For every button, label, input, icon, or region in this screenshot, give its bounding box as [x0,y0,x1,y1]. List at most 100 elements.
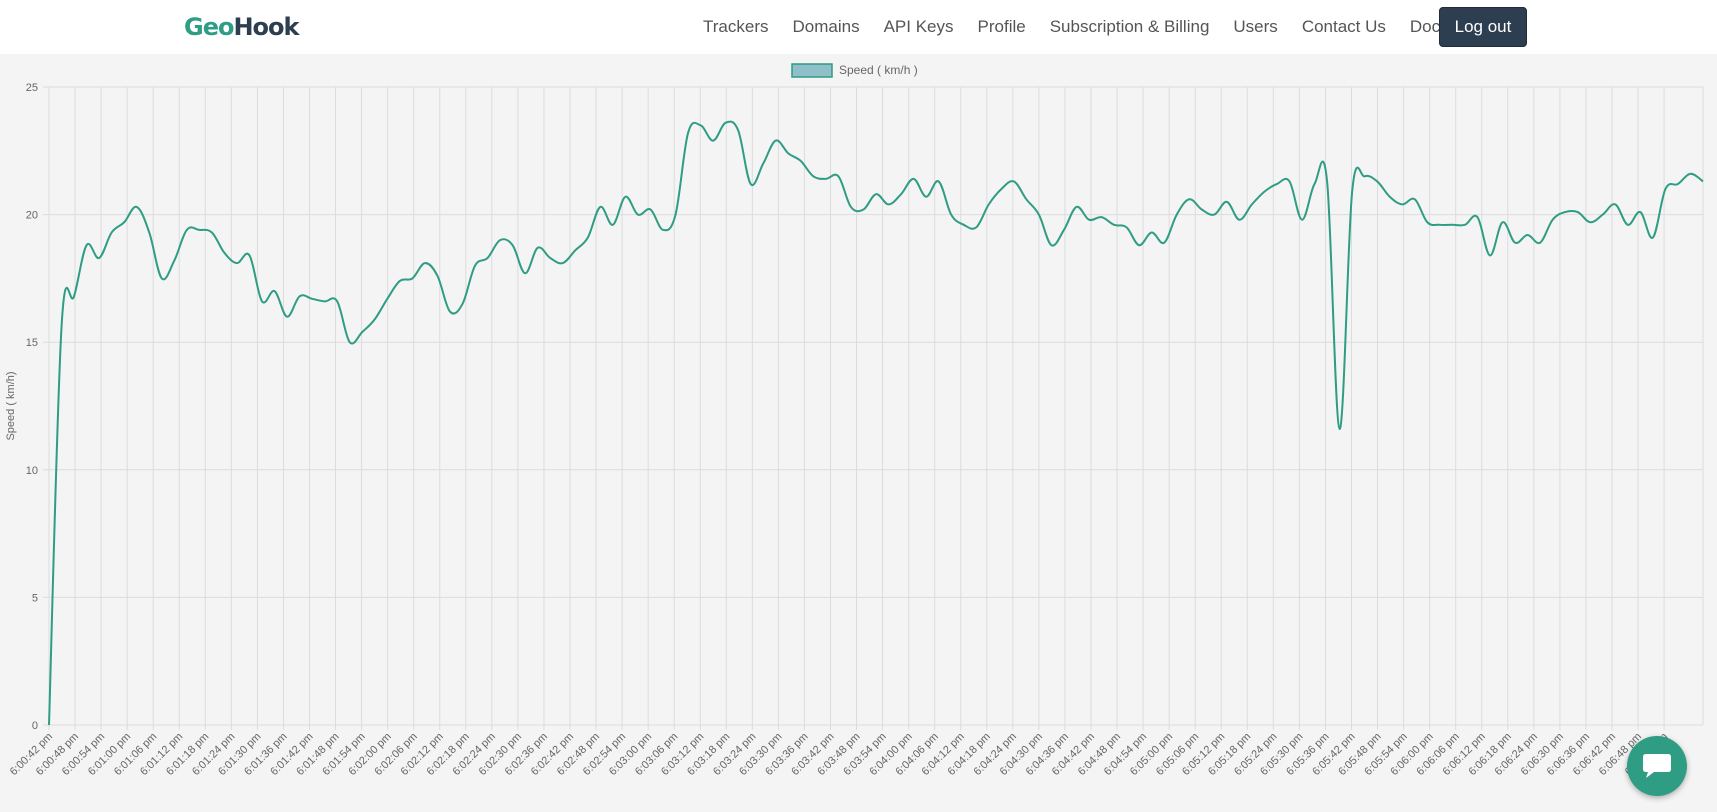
y-tick-label: 5 [32,592,38,604]
data-point [323,299,327,303]
y-tick-label: 25 [26,82,38,94]
data-point [247,253,251,257]
chat-button[interactable] [1627,736,1687,796]
data-point [1125,225,1129,229]
data-point [1037,213,1041,217]
data-point [197,228,201,232]
data-point [398,279,402,283]
data-point [648,207,652,211]
chat-bubble-icon [1643,754,1671,778]
data-point [1626,223,1630,227]
data-point [1488,253,1492,257]
speed-series-line [48,120,1704,726]
data-point [448,310,452,314]
data-point [849,205,853,209]
nav-link-docs[interactable]: Docs [1409,17,1449,36]
data-point [1563,210,1567,214]
data-point [1325,179,1329,183]
data-point [1250,202,1254,206]
data-point [1501,220,1505,224]
data-point [1024,197,1028,201]
data-point [85,243,89,247]
data-point [298,294,302,298]
y-tick-label: 10 [26,465,38,477]
data-point [799,159,803,163]
data-point [1663,187,1667,191]
data-point [1601,213,1605,217]
nav-link-users[interactable]: Users [1233,17,1278,36]
data-point [498,238,502,242]
nav-link-api-keys[interactable]: API Keys [883,17,954,36]
data-point [1112,223,1116,227]
data-point [523,271,527,275]
data-point [1425,220,1429,224]
data-point [1262,190,1266,194]
data-point [1538,241,1542,245]
data-point [1187,197,1191,201]
data-point [1526,233,1530,237]
data-point [661,228,665,232]
logout-button[interactable]: Log out [1439,7,1527,47]
data-point [486,256,490,260]
data-point [1588,220,1592,224]
data-point [97,256,101,260]
data-point [874,192,878,196]
data-point [999,187,1003,191]
data-point [1300,218,1304,222]
data-point [410,276,414,280]
data-point [736,128,740,132]
data-point [122,220,126,224]
data-point [824,177,828,181]
data-point [1237,218,1241,222]
data-point [536,246,540,250]
data-point [1651,236,1655,240]
data-point [1012,179,1016,183]
data-point [1200,207,1204,211]
data-point [836,174,840,178]
data-point [1313,182,1317,186]
data-point [1062,228,1066,232]
data-point [1049,243,1053,247]
data-point [60,325,64,329]
data-point [912,177,916,181]
nav-links: Trackers Domains API Keys Profile Subscr… [691,0,1461,54]
data-point [435,274,439,278]
top-navbar: GeoHook Trackers Domains API Keys Profil… [0,0,1717,54]
data-point [1613,202,1617,206]
data-point [72,294,76,298]
data-point [774,139,778,143]
data-point [423,261,427,265]
data-point [1074,205,1078,209]
data-point [1275,182,1279,186]
data-point [1100,215,1104,219]
data-point [1676,182,1680,186]
data-point [1225,200,1229,204]
data-point [1350,190,1354,194]
data-point [1688,172,1692,176]
nav-link-trackers[interactable]: Trackers [703,17,769,36]
data-point [172,259,176,263]
data-point [1375,179,1379,183]
data-point [1450,223,1454,227]
data-point [749,182,753,186]
data-point [1150,230,1154,234]
nav-link-profile[interactable]: Profile [977,17,1026,36]
legend-swatch [791,63,833,78]
data-point [1400,202,1404,206]
nav-link-subscription-billing[interactable]: Subscription & Billing [1049,17,1210,36]
data-point [1388,195,1392,199]
data-point [348,340,352,344]
brand-logo-hook: Hook [233,13,299,41]
data-point [47,723,51,727]
data-point [962,223,966,227]
data-point [623,195,627,199]
data-point [1087,218,1091,222]
data-point [1363,174,1367,178]
brand-logo[interactable]: GeoHook [184,12,300,42]
nav-link-domains[interactable]: Domains [792,17,860,36]
nav-link-contact-us[interactable]: Contact Us [1301,17,1386,36]
data-point [674,213,678,217]
data-point [1413,197,1417,201]
data-point [1175,213,1179,217]
data-point [711,139,715,143]
